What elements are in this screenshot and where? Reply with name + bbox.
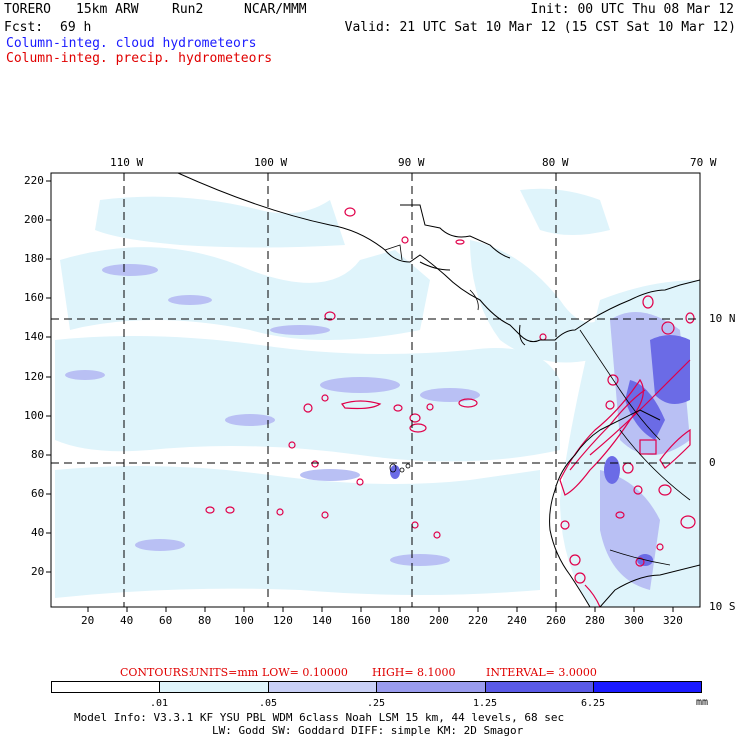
colorbar-label: .25 bbox=[366, 698, 386, 709]
lon-label-70w: 70 W bbox=[690, 156, 717, 169]
contours-units: UNITS=mm bbox=[190, 666, 259, 679]
colorbar-label: 6.25 bbox=[580, 698, 606, 709]
grid bbox=[51, 173, 700, 607]
lon-label-110w: 110 W bbox=[110, 156, 144, 169]
country-borders bbox=[384, 244, 691, 566]
x-tick-label: 100 bbox=[234, 614, 254, 627]
y-tick-label: 80 bbox=[31, 448, 45, 461]
x-tick-label: 120 bbox=[273, 614, 293, 627]
colorbar-cell bbox=[269, 682, 377, 692]
contours-label: CONTOURS: bbox=[120, 666, 193, 679]
contours-low: LOW= 0.10000 bbox=[262, 666, 348, 679]
model-info-line2: LW: Godd SW: Goddard DIFF: simple KM: 2D… bbox=[212, 724, 524, 737]
colorbar bbox=[51, 681, 702, 693]
x-tick-label: 280 bbox=[585, 614, 605, 627]
forecast-hour: 69 h bbox=[60, 20, 92, 35]
colorbar-cell bbox=[486, 682, 594, 692]
y-tick-label: 180 bbox=[24, 252, 44, 265]
lat-label-0: 0 bbox=[709, 456, 716, 469]
x-tick-label: 320 bbox=[663, 614, 683, 627]
colorbar-cell bbox=[594, 682, 701, 692]
x-tick-label: 60 bbox=[159, 614, 173, 627]
x-tick-label: 160 bbox=[351, 614, 371, 627]
colorbar-label: .01 bbox=[149, 698, 169, 709]
x-tick-label: 180 bbox=[390, 614, 410, 627]
lon-label-100w: 100 W bbox=[254, 156, 288, 169]
init-time: Init: 00 UTC Thu 08 Mar 12 bbox=[530, 2, 735, 17]
run-label: Run2 bbox=[172, 2, 204, 17]
model-name: TORERO bbox=[4, 2, 51, 17]
coastlines bbox=[177, 173, 700, 607]
y-tick-label: 120 bbox=[24, 370, 44, 383]
forecast-label: Fcst: bbox=[4, 20, 44, 35]
y-tick-label: 160 bbox=[24, 291, 44, 304]
axis-ticks bbox=[46, 180, 674, 612]
y-tick-label: 20 bbox=[31, 565, 45, 578]
field-layer bbox=[51, 173, 700, 607]
lon-label-90w: 90 W bbox=[398, 156, 425, 169]
field-precip-label: Column-integ. precip. hydrometeors bbox=[6, 51, 273, 66]
colorbar-unit: mm bbox=[696, 697, 709, 708]
galapagos-islands bbox=[389, 463, 411, 473]
x-tick-label: 300 bbox=[624, 614, 644, 627]
lat-label-10s: 10 S bbox=[709, 600, 736, 613]
colorbar-cell bbox=[160, 682, 269, 692]
colorbar-label: 1.25 bbox=[472, 698, 498, 709]
x-tick-label: 260 bbox=[546, 614, 566, 627]
y-tick-label: 220 bbox=[24, 174, 44, 187]
valid-time: Valid: 21 UTC Sat 10 Mar 12 (15 CST Sat … bbox=[344, 20, 736, 35]
x-tick-label: 20 bbox=[81, 614, 95, 627]
x-tick-label: 220 bbox=[468, 614, 488, 627]
plot-frame bbox=[50, 172, 701, 608]
field-cloud-label: Column-integ. cloud hydrometeors bbox=[6, 36, 257, 51]
colorbar-label: .05 bbox=[258, 698, 278, 709]
colorbar-cell bbox=[377, 682, 486, 692]
x-tick-label: 80 bbox=[198, 614, 212, 627]
lon-label-80w: 80 W bbox=[542, 156, 569, 169]
x-tick-label: 200 bbox=[429, 614, 449, 627]
lat-label-10n: 10 N bbox=[709, 312, 736, 325]
contours-interval: INTERVAL= 3.0000 bbox=[486, 666, 597, 679]
organization: NCAR/MMM bbox=[244, 2, 307, 17]
y-tick-label: 100 bbox=[24, 409, 44, 422]
model-info-line1: Model Info: V3.3.1 KF YSU PBL WDM 6class… bbox=[74, 711, 565, 724]
x-tick-label: 240 bbox=[507, 614, 527, 627]
colorbar-cell bbox=[52, 682, 160, 692]
y-tick-label: 140 bbox=[24, 330, 44, 343]
precip-contours bbox=[205, 207, 696, 607]
y-tick-label: 40 bbox=[31, 526, 45, 539]
y-tick-label: 60 bbox=[31, 487, 45, 500]
y-tick-label: 200 bbox=[24, 213, 44, 226]
cloud-dark-shading bbox=[390, 335, 690, 566]
x-tick-label: 40 bbox=[120, 614, 134, 627]
x-tick-label: 140 bbox=[312, 614, 332, 627]
contours-high: HIGH= 8.1000 bbox=[372, 666, 456, 679]
model-resolution: 15km ARW bbox=[76, 2, 139, 17]
